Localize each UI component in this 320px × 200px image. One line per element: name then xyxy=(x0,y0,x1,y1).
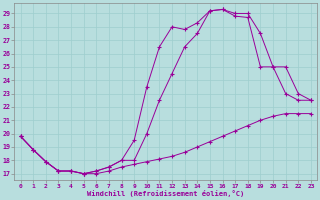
X-axis label: Windchill (Refroidissement éolien,°C): Windchill (Refroidissement éolien,°C) xyxy=(87,190,244,197)
